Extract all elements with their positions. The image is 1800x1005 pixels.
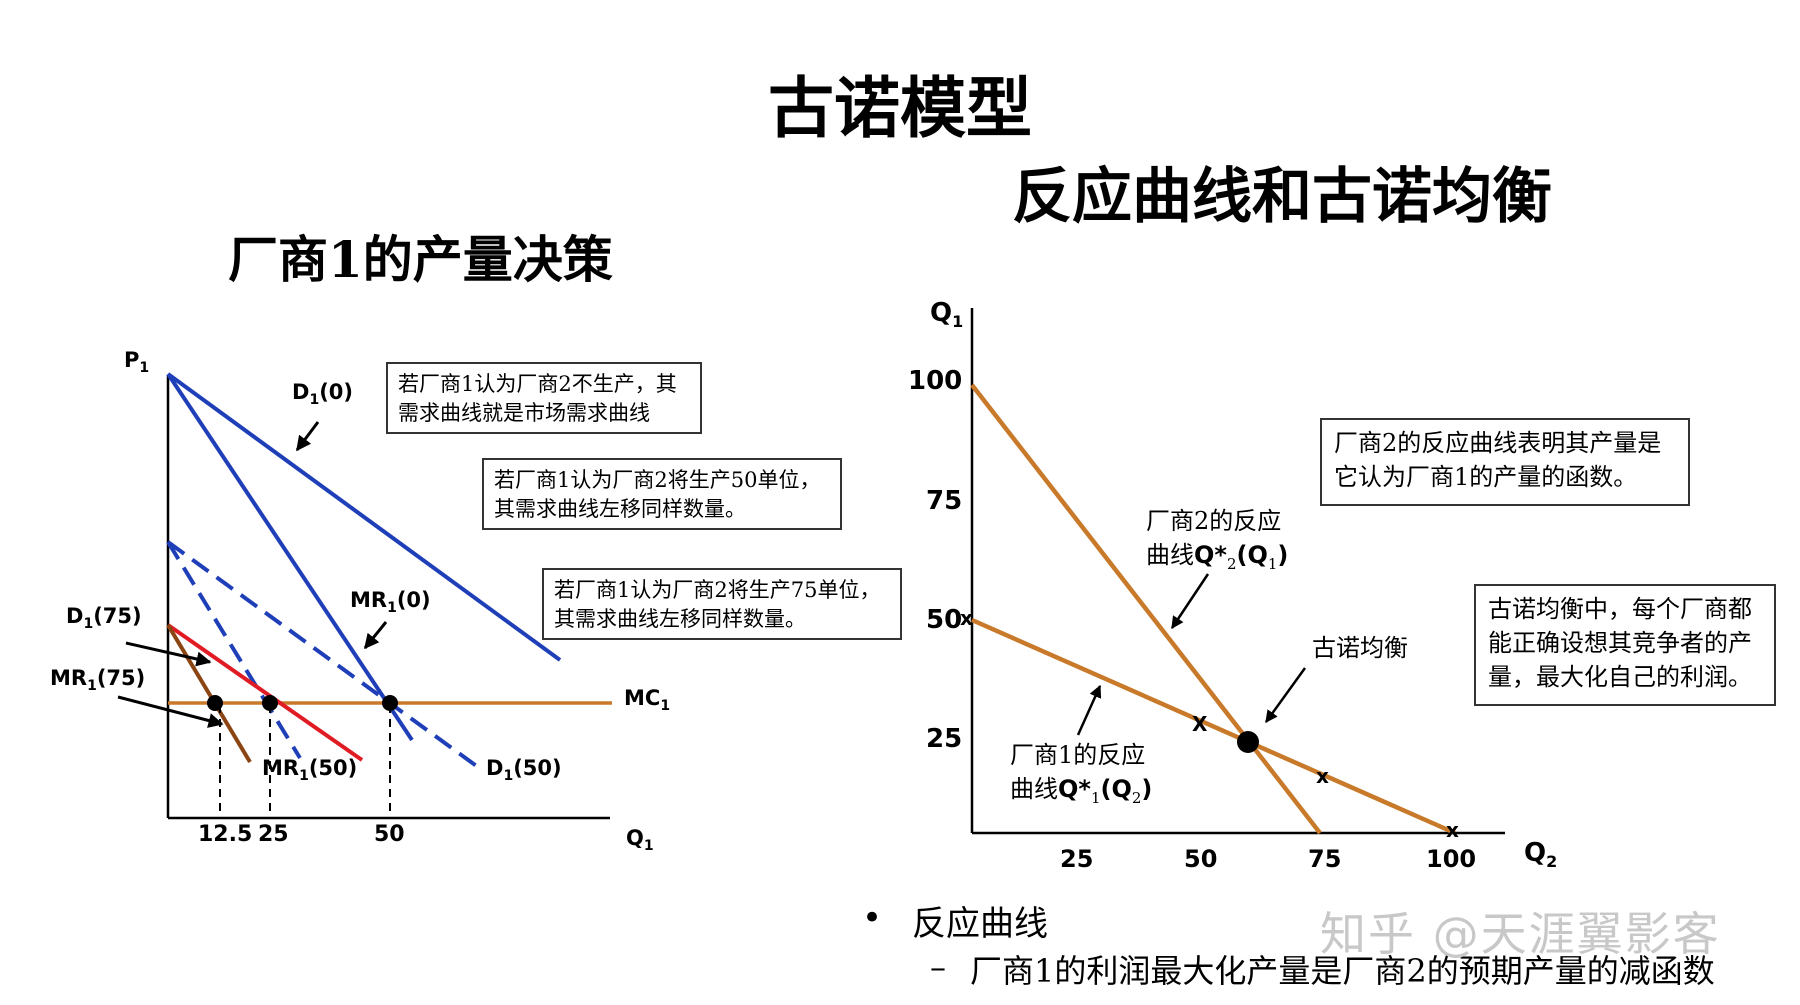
firm1-reaction-label: 厂商1的反应 曲线Q*1(Q2) xyxy=(1010,738,1152,815)
arrow-d1-75 xyxy=(125,641,212,667)
right-y-tick-25: 25 xyxy=(926,724,963,754)
arrow-firm1-reaction xyxy=(1076,684,1102,736)
left-note-3-line-1: 若厂商1认为厂商2将生产75单位， xyxy=(554,578,881,602)
right-note-1-line-2: 它认为厂商1的产量的函数。 xyxy=(1334,463,1638,491)
left-note-3-line-2: 其需求曲线左移同样数量。 xyxy=(554,607,806,631)
right-x-tick-25: 25 xyxy=(1060,845,1094,873)
left-x-axis-label: Q1 xyxy=(626,826,654,855)
firm1-reaction-curve xyxy=(971,617,1456,836)
d1-75-label: D1(75) xyxy=(66,604,142,633)
right-y-tick-100: 100 xyxy=(908,366,963,396)
sub-bullet-item: 厂商1的利润最大化产量是厂商2的预期产量的减函数 xyxy=(970,952,1715,990)
cournot-equilibrium-dot xyxy=(1237,731,1259,753)
intersection-dot-50 xyxy=(382,695,398,711)
d1-50-line xyxy=(166,540,484,772)
firm1-reaction-label-line-1: 厂商1的反应 xyxy=(1010,741,1146,769)
firm2-reaction-label-line-1: 厂商2的反应 xyxy=(1146,507,1282,535)
left-chart xyxy=(117,372,612,820)
bullet-item-reaction-curve: 反应曲线 xyxy=(912,904,1048,944)
main-title: 古诺模型 xyxy=(768,69,1032,147)
d1-75-line xyxy=(166,623,252,764)
arrow-mr1-0 xyxy=(363,621,388,650)
arrow-firm2-reaction xyxy=(1170,573,1210,630)
right-x-axis-label: Q2 xyxy=(1524,838,1558,872)
right-x-tick-75: 75 xyxy=(1308,845,1342,873)
cournot-equilibrium-label: 古诺均衡 xyxy=(1312,634,1408,662)
mr1-50-label: MR1(50) xyxy=(262,756,358,785)
left-note-box-3: 若厂商1认为厂商2将生产75单位， 其需求曲线左移同样数量。 xyxy=(542,568,902,640)
right-note-box-2: 古诺均衡中，每个厂商都 能正确设想其竞争者的产 量，最大化自己的利润。 xyxy=(1474,584,1776,706)
watermark: 知乎 @天涯翼影客 xyxy=(1320,907,1721,961)
mr1-75-label: MR1(75) xyxy=(50,666,146,695)
right-note-box-1: 厂商2的反应曲线表明其产量是 它认为厂商1的产量的函数。 xyxy=(1320,418,1690,506)
left-y-axis-label: P1 xyxy=(124,348,150,377)
left-note-2-line-1: 若厂商1认为厂商2将生产50单位， xyxy=(494,468,821,492)
right-x-tick-50: 50 xyxy=(1184,845,1218,873)
firm1-reaction-label-line-2: 曲线Q*1(Q2) xyxy=(1010,775,1153,807)
arrow-mr1-75 xyxy=(117,695,224,728)
left-x-tick-50: 50 xyxy=(374,822,405,847)
x-mark-y-intercept: x xyxy=(960,606,973,630)
x-mark-firm1-curve-left: X xyxy=(1192,712,1208,736)
left-note-box-2: 若厂商1认为厂商2将生产50单位， 其需求曲线左移同样数量。 xyxy=(482,458,842,530)
firm2-reaction-label-line-2: 曲线Q*2(Q1) xyxy=(1146,541,1289,573)
d1-50-label: D1(50) xyxy=(486,756,562,785)
d1-0-label: D1(0) xyxy=(292,380,353,409)
right-note-1-line-1: 厂商2的反应曲线表明其产量是 xyxy=(1334,429,1662,457)
arrow-equilibrium xyxy=(1264,667,1307,724)
left-note-1-line-2: 需求曲线就是市场需求曲线 xyxy=(398,401,650,425)
mr1-50-line xyxy=(166,540,302,760)
mr1-0-line xyxy=(166,372,414,742)
mr1-75-line xyxy=(166,623,364,762)
right-y-tick-75: 75 xyxy=(926,486,963,516)
left-note-1-line-1: 若厂商1认为厂商2不生产，其 xyxy=(398,372,677,396)
right-x-tick-100: 100 xyxy=(1426,845,1477,873)
intersection-dot-25 xyxy=(262,695,278,711)
right-note-2-line-2: 能正确设想其竞争者的产 xyxy=(1488,629,1752,657)
firm2-reaction-label: 厂商2的反应 曲线Q*2(Q1) xyxy=(1146,504,1288,581)
left-x-tick-25: 25 xyxy=(258,822,289,847)
right-chart xyxy=(970,308,1505,836)
right-y-axis-label: Q1 xyxy=(930,298,964,332)
right-chart-title: 反应曲线和古诺均衡 xyxy=(1012,162,1552,232)
x-mark-firm1-curve-right: x xyxy=(1316,764,1329,788)
left-chart-title: 厂商1的产量决策 xyxy=(228,230,613,289)
left-note-box-1: 若厂商1认为厂商2不生产，其 需求曲线就是市场需求曲线 xyxy=(386,362,702,434)
arrow-d1-0 xyxy=(295,421,320,452)
firm2-reaction-curve xyxy=(970,383,1322,835)
mc1-label: MC1 xyxy=(624,686,671,715)
mr1-0-label: MR1(0) xyxy=(350,588,431,617)
left-x-tick-12-5: 12.5 xyxy=(198,822,253,847)
d1-0-line xyxy=(166,372,562,662)
left-note-2-line-2: 其需求曲线左移同样数量。 xyxy=(494,497,746,521)
right-note-2-line-1: 古诺均衡中，每个厂商都 xyxy=(1488,595,1752,623)
x-mark-x-intercept: x xyxy=(1446,818,1459,842)
right-y-tick-50: 50 xyxy=(926,605,963,635)
right-note-2-line-3: 量，最大化自己的利润。 xyxy=(1488,663,1752,691)
sub-bullet-dash: – xyxy=(930,948,946,986)
bullet-marker: • xyxy=(862,898,883,938)
